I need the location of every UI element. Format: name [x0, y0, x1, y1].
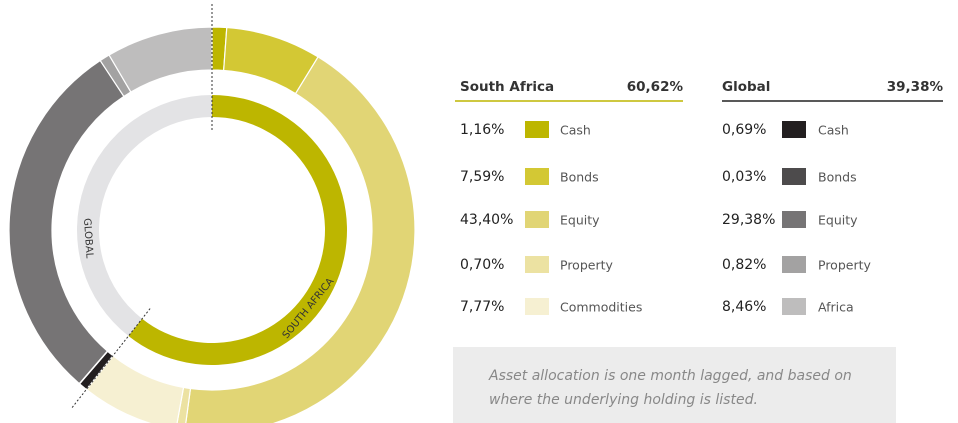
ring-label: SOUTH AFRICA — [281, 276, 337, 341]
outer-segment — [185, 56, 416, 423]
legend-label: Bonds — [818, 170, 857, 185]
legend-label: Commodities — [560, 300, 642, 315]
legend-value: 43,40% — [460, 212, 513, 228]
legend-swatch — [782, 256, 806, 273]
legend-swatch — [525, 256, 549, 273]
legend-label: Equity — [560, 213, 600, 228]
legend-swatch — [782, 168, 806, 185]
legend-value: 8,46% — [722, 299, 766, 315]
legend-label: Cash — [560, 123, 591, 138]
legend-value: 1,16% — [460, 122, 504, 138]
legend-total: 60,62% — [627, 79, 684, 95]
legend-label: Cash — [818, 123, 849, 138]
legend-label: Property — [818, 258, 871, 273]
legend-value: 0,82% — [722, 257, 766, 273]
legend-header: Global — [722, 79, 770, 95]
ring-label: GLOBAL — [81, 218, 95, 259]
legend-swatch — [525, 298, 549, 315]
legend-swatch — [782, 211, 806, 228]
legend-label: Africa — [818, 300, 854, 315]
note-line: where the underlying holding is listed. — [489, 392, 758, 408]
legend-swatch — [782, 121, 806, 138]
legend-value: 0,69% — [722, 122, 766, 138]
legend-header: South Africa — [460, 79, 554, 95]
legend-swatch — [782, 298, 806, 315]
legend-value: 0,70% — [460, 257, 504, 273]
legend-value: 7,59% — [460, 169, 504, 185]
note-line: Asset allocation is one month lagged, an… — [488, 368, 852, 384]
inner-segment — [76, 94, 213, 337]
divider — [70, 308, 151, 410]
outer-segment — [8, 59, 125, 385]
note-box — [453, 347, 896, 423]
legend-swatch — [525, 211, 549, 228]
legend-value: 29,38% — [722, 212, 775, 228]
legend-label: Property — [560, 258, 613, 273]
inner-segment — [128, 95, 347, 365]
legend-label: Equity — [818, 213, 858, 228]
legend-value: 0,03% — [722, 169, 766, 185]
legend-total: 39,38% — [887, 79, 944, 95]
legend-value: 7,77% — [460, 299, 504, 315]
legend-label: Bonds — [560, 170, 599, 185]
outer-segment — [108, 26, 213, 93]
legend-swatch — [525, 121, 549, 138]
legend-swatch — [525, 168, 549, 185]
